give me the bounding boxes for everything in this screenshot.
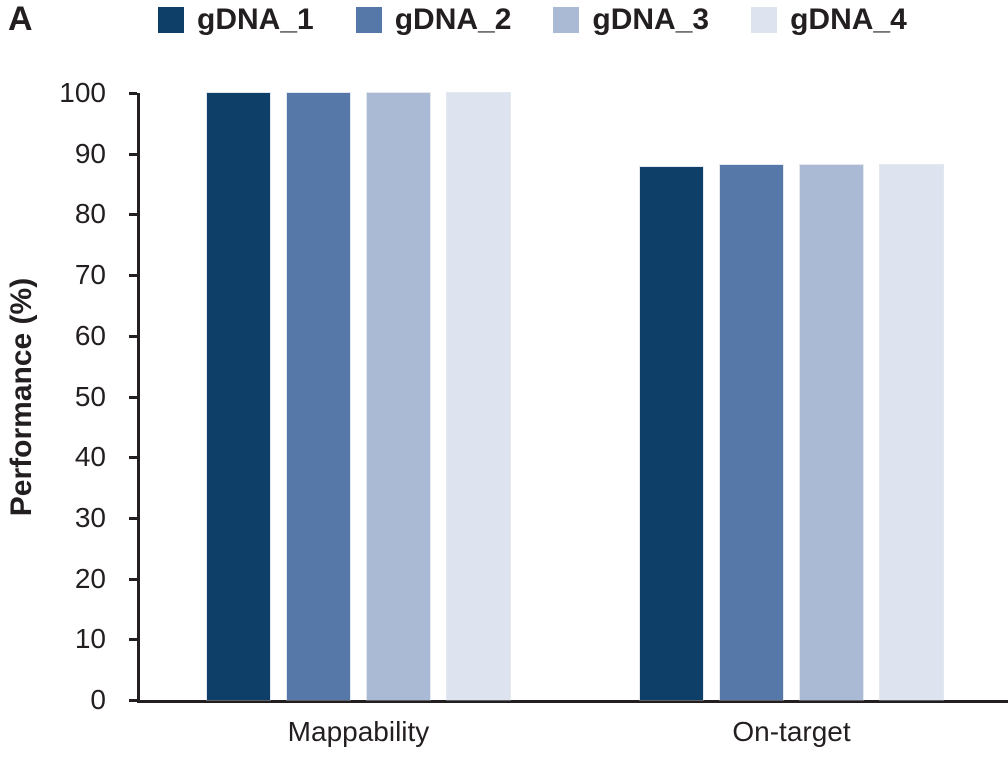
- legend-label-gDNA_3: gDNA_3: [592, 3, 710, 36]
- y-tick-label: 50: [74, 380, 106, 412]
- legend-item-gDNA_4: gDNA_4: [751, 3, 907, 37]
- legend-swatch-gDNA_4: [751, 7, 778, 33]
- legend-swatch-gDNA_2: [355, 7, 382, 33]
- bar-gDNA_4-Mappability: [447, 93, 510, 700]
- legend-label-gDNA_2: gDNA_2: [394, 3, 512, 36]
- y-tick-label: 30: [74, 501, 106, 533]
- bar-gDNA_3-Mappability: [367, 93, 430, 700]
- legend-swatch-gDNA_1: [158, 7, 184, 33]
- y-tick-mark: [129, 274, 137, 278]
- y-tick-label: 60: [74, 319, 106, 351]
- y-tick-mark: [129, 456, 137, 460]
- y-tick-mark: [129, 334, 137, 338]
- y-tick-label: 20: [74, 562, 106, 594]
- y-tick-label: 90: [74, 137, 106, 169]
- bar-gDNA_1-Mappability: [207, 93, 270, 700]
- legend-item-gDNA_1: gDNA_1: [158, 3, 314, 37]
- y-tick-label: 10: [74, 623, 106, 655]
- x-category-label-Mappability: Mappability: [287, 716, 430, 747]
- panel-label: A: [8, 0, 33, 38]
- bar-gDNA_2-Mappability: [287, 93, 350, 700]
- bar-gDNA_4-On-target: [880, 164, 943, 700]
- y-tick-mark: [129, 395, 137, 399]
- legend-label-gDNA_1: gDNA_1: [197, 3, 314, 36]
- bar-gDNA_3-On-target: [800, 164, 863, 700]
- y-tick-mark: [129, 699, 137, 702]
- y-tick-mark: [129, 92, 137, 95]
- legend-item-gDNA_2: gDNA_2: [355, 3, 512, 37]
- y-tick-mark: [129, 152, 137, 156]
- legend: gDNA_1 gDNA_2 gDNA_3 gDNA_4: [158, 3, 907, 37]
- legend-item-gDNA_3: gDNA_3: [553, 3, 709, 37]
- x-category-label-On-target: On-target: [732, 716, 851, 747]
- y-tick-label: 0: [90, 684, 106, 715]
- legend-swatch-gDNA_3: [553, 7, 580, 33]
- y-tick-label: 100: [59, 77, 106, 108]
- y-tick-mark: [129, 577, 137, 581]
- y-axis-line: [137, 93, 140, 703]
- y-tick-mark: [129, 213, 137, 217]
- y-tick-label: 70: [74, 259, 106, 291]
- y-tick-mark: [129, 516, 137, 520]
- y-tick-mark: [129, 638, 137, 642]
- x-axis-line: [137, 700, 1008, 703]
- bar-gDNA_2-On-target: [720, 164, 783, 700]
- y-tick-label: 80: [74, 198, 106, 230]
- bar-gDNA_1-On-target: [640, 167, 703, 700]
- legend-label-gDNA_4: gDNA_4: [790, 3, 907, 36]
- y-tick-label: 40: [74, 441, 106, 473]
